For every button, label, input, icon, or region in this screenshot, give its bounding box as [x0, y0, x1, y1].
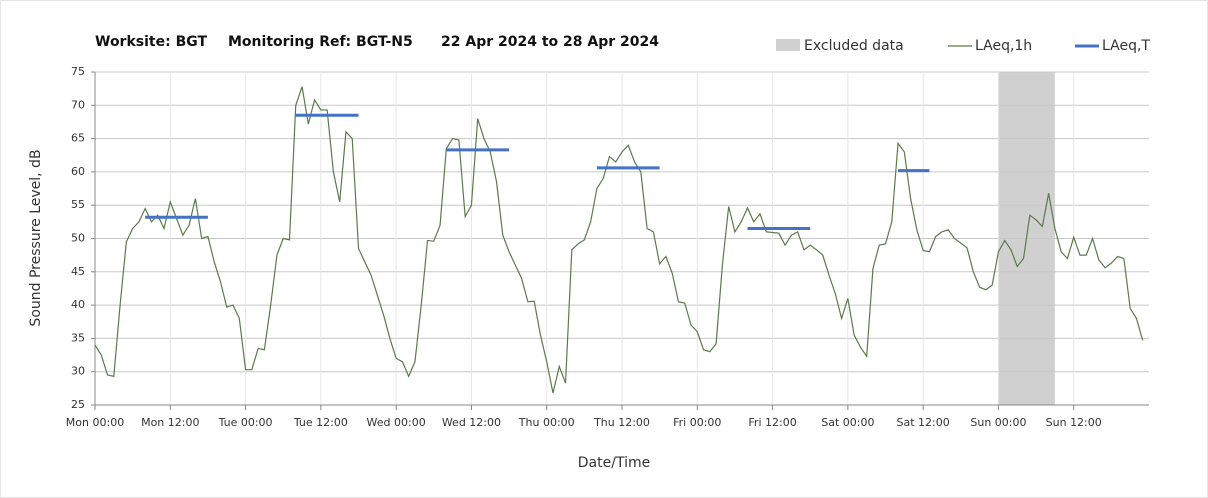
x-tick-label: Sat 12:00 [897, 416, 950, 429]
x-tick-label: Thu 00:00 [518, 416, 575, 429]
x-tick-label: Wed 12:00 [442, 416, 501, 429]
y-tick-label: 40 [71, 298, 85, 311]
title-ref: Monitoring Ref: BGT-N5 [228, 34, 413, 50]
x-tick-label: Sun 12:00 [1046, 416, 1102, 429]
series-line [94, 86, 1144, 394]
x-tick-label: Fri 12:00 [748, 416, 796, 429]
y-tick-label: 25 [71, 398, 85, 411]
legend-label: LAeq,T [1102, 38, 1150, 54]
y-tick-label: 55 [71, 198, 85, 211]
x-tick-label: Fri 00:00 [673, 416, 721, 429]
x-tick-label: Wed 00:00 [367, 416, 426, 429]
x-tick-label: Mon 12:00 [141, 416, 199, 429]
legend-label: Excluded data [804, 38, 904, 54]
x-tick-label: Sun 00:00 [970, 416, 1026, 429]
y-tick-label: 45 [71, 265, 85, 278]
y-tick-label: 60 [71, 165, 85, 178]
x-tick-label: Tue 00:00 [218, 416, 273, 429]
x-tick-label: Sat 00:00 [821, 416, 874, 429]
x-tick-label: Thu 12:00 [593, 416, 650, 429]
title-site: Worksite: BGT [95, 34, 207, 50]
y-tick-label: 75 [71, 65, 85, 78]
y-axis-title: Sound Pressure Level, dB [28, 149, 44, 326]
y-tick-label: 70 [71, 98, 85, 111]
x-axis-title: Date/Time [578, 455, 650, 471]
legend-label: LAeq,1h [975, 38, 1032, 54]
title-dates: 22 Apr 2024 to 28 Apr 2024 [441, 34, 659, 50]
legend-swatch [776, 39, 800, 51]
y-tick-label: 65 [71, 132, 85, 145]
x-tick-label: Mon 00:00 [66, 416, 124, 429]
y-tick-label: 50 [71, 232, 85, 245]
y-tick-label: 30 [71, 365, 85, 378]
x-tick-label: Tue 12:00 [293, 416, 348, 429]
y-tick-label: 35 [71, 331, 85, 344]
